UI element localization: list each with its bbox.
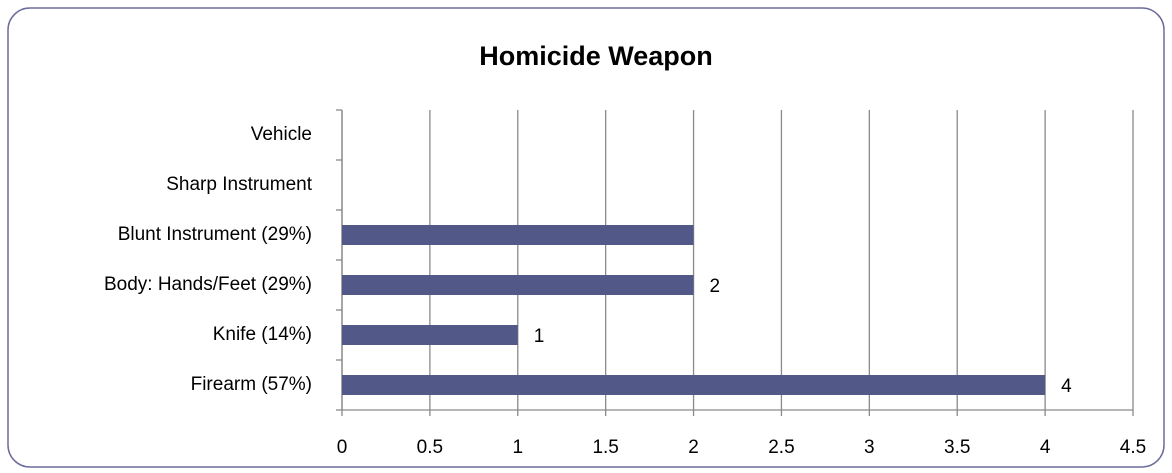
y-tick-label: Sharp Instrument [166,174,312,195]
x-tick-label: 0 [337,437,348,458]
x-tick-label: 2 [688,437,699,458]
x-tick-label: 1.5 [592,437,618,458]
bar [342,225,694,245]
data-label: 2 [710,276,721,297]
x-tick-label: 4 [1040,437,1051,458]
x-tick-label: 1 [512,437,523,458]
bar [342,275,694,295]
y-tick-label: Blunt Instrument (29%) [118,224,312,245]
y-tick-label: Firearm (57%) [191,374,312,395]
y-tick-label: Vehicle [251,124,312,145]
x-tick-label: 3 [864,437,875,458]
bar [342,375,1046,395]
x-tick-label: 2.5 [768,437,794,458]
data-label: 4 [1061,376,1072,397]
x-tick-label: 0.5 [417,437,443,458]
y-tick-label: Body: Hands/Feet (29%) [104,274,312,295]
x-tick-label: 3.5 [944,437,970,458]
chart-title: Homicide Weapon [479,41,713,71]
data-label: 1 [534,326,545,347]
y-tick-label: Knife (14%) [213,324,312,345]
x-tick-label: 4.5 [1120,437,1146,458]
bar [342,325,518,345]
